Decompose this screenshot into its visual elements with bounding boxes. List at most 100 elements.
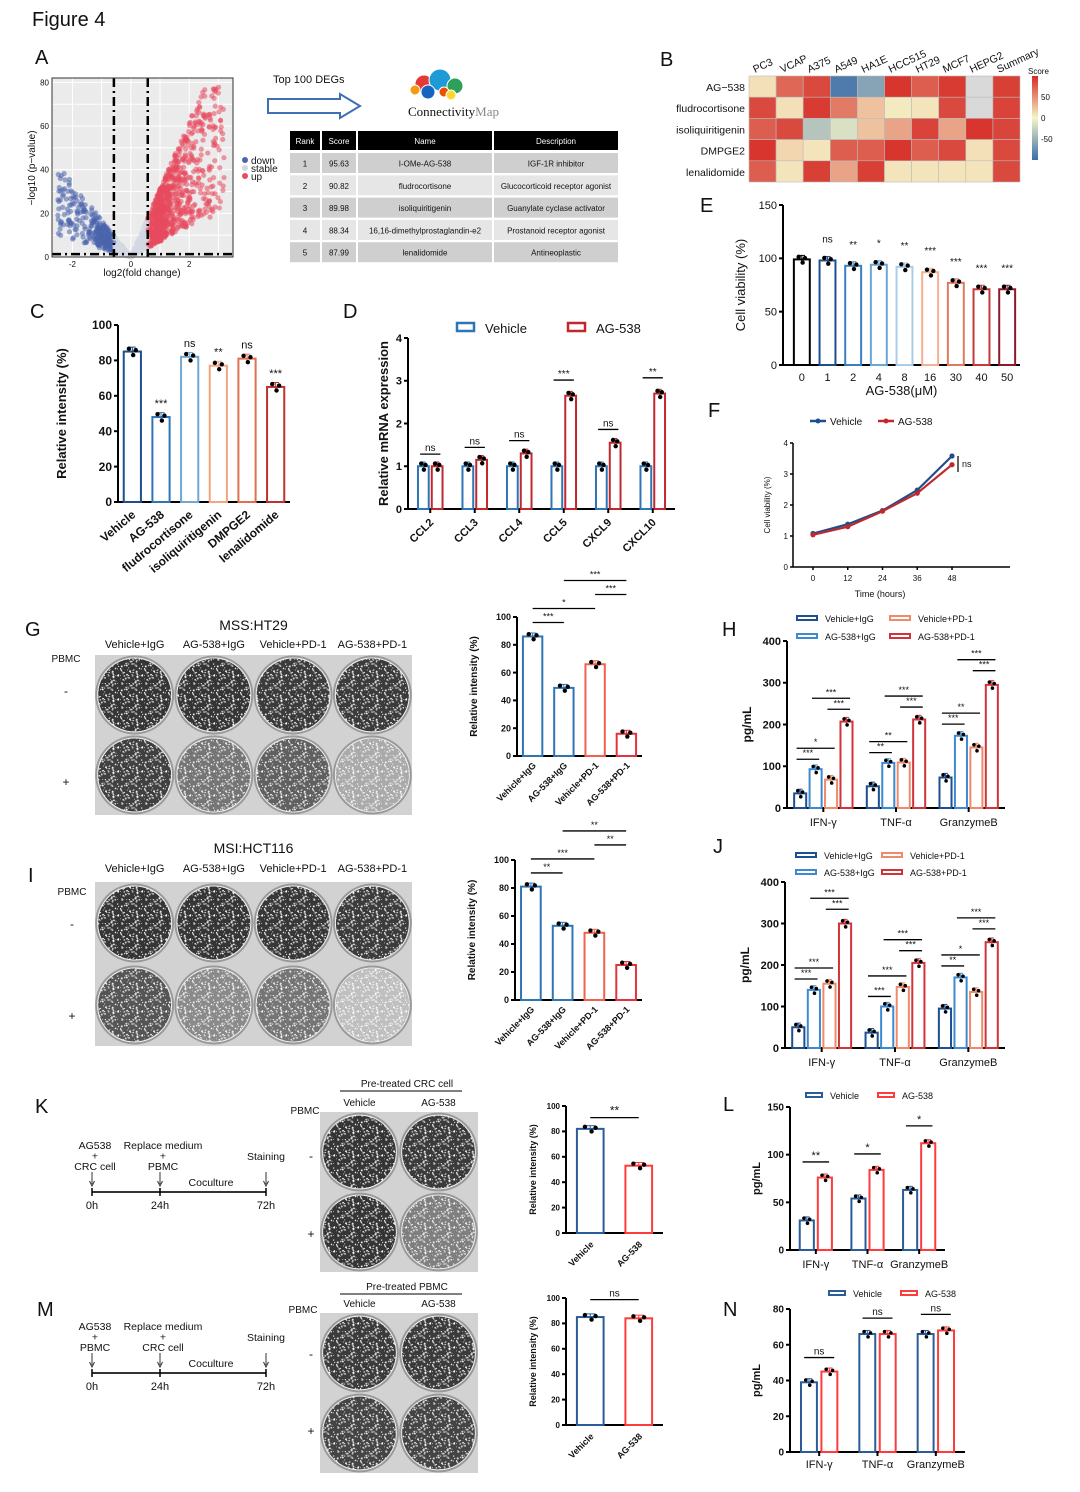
- table-cell-text: 90.82: [329, 182, 350, 191]
- timeline-step-label: +: [92, 1332, 98, 1344]
- data-point: [199, 168, 205, 174]
- plate-column-label: AG-538+IgG: [183, 639, 245, 651]
- data-point: [866, 1335, 870, 1339]
- plate-image-M: [320, 1313, 478, 1473]
- panel-label-C: C: [30, 301, 44, 323]
- well-clearing: [256, 738, 330, 812]
- y-tick-label: 20: [551, 1395, 560, 1404]
- y-tick-label: 150: [767, 1103, 784, 1114]
- data-point: [961, 974, 965, 978]
- bar: [902, 1188, 919, 1251]
- data-point: [206, 124, 212, 130]
- data-point: [209, 93, 215, 99]
- significance-label: **: [885, 731, 893, 741]
- plate-image-K: [320, 1112, 478, 1272]
- x-tick-label: GranzymeB: [907, 1459, 965, 1471]
- well: [323, 1316, 396, 1390]
- data-point: [210, 183, 216, 189]
- y-tick-label: 60: [499, 911, 509, 921]
- data-point: [162, 186, 168, 192]
- y-tick-label: 40: [551, 1178, 560, 1187]
- data-point: [982, 285, 987, 291]
- heatmap-cell: [965, 160, 994, 183]
- data-point: [88, 218, 94, 224]
- heatmap-cell: [938, 139, 967, 162]
- significance-label: ns: [962, 459, 972, 469]
- data-point: [193, 139, 199, 145]
- legend-marker: [883, 418, 889, 424]
- table-cell: [358, 242, 492, 263]
- data-point: [877, 265, 882, 271]
- y-tick-label: 20: [499, 967, 509, 977]
- data-point: [211, 110, 217, 117]
- data-point: [923, 1139, 928, 1143]
- panel-label-B: B: [660, 49, 673, 71]
- data-point: [71, 195, 77, 201]
- y-axis-label: pg/mL: [751, 1162, 763, 1195]
- colorbar: [1032, 76, 1038, 160]
- bar: [808, 768, 823, 809]
- data-point: [879, 508, 886, 514]
- bar: [998, 288, 1017, 366]
- data-point: [115, 246, 121, 252]
- data-point: [847, 718, 851, 723]
- data-point: [987, 937, 992, 942]
- y-axis-label: Relative intensity (%): [528, 1124, 538, 1215]
- plate-row-label: +: [307, 1424, 314, 1438]
- well: [177, 658, 251, 732]
- data-point: [172, 185, 178, 191]
- well-clearing: [98, 658, 172, 732]
- data-point: [66, 229, 73, 235]
- data-point: [93, 216, 100, 222]
- data-point: [212, 191, 218, 197]
- plate-header: Pre-treated PBMC: [366, 1282, 448, 1293]
- plate-image-I: [95, 882, 412, 1046]
- legend-label: Vehicle: [853, 1289, 882, 1299]
- well: [402, 1396, 475, 1470]
- bar: [850, 1197, 867, 1252]
- panel-M-chart: 0 20 40 60 80 100 Relative intensity (%) Vehicl…: [528, 1289, 663, 1461]
- x-tick-label: 24: [878, 574, 887, 583]
- data-point: [207, 177, 213, 183]
- heatmap-cell: [802, 160, 831, 183]
- legend-swatch: [796, 615, 818, 621]
- x-tick-label: IFN-γ: [806, 1459, 833, 1471]
- table-cell: [322, 219, 356, 240]
- heatmap-cell: [829, 118, 858, 140]
- x-axis-label: AG-538(μM): [866, 383, 938, 398]
- data-point: [481, 456, 486, 461]
- logo-text: ConnectivityMap: [408, 104, 499, 119]
- y-tick-label: 100: [763, 761, 781, 773]
- data-point: [159, 418, 165, 423]
- data-point: [467, 462, 473, 468]
- timeline-step-label: Staining: [247, 1332, 285, 1344]
- heatmap: AG−538 fludrocortisone isoliquiritigenin DM…: [676, 46, 1053, 183]
- y-tick-label: 40: [99, 424, 113, 438]
- heatmap-row-label: fludrocortisone: [676, 103, 745, 115]
- data-point: [189, 188, 195, 195]
- data-point: [645, 462, 651, 468]
- data-point: [814, 986, 819, 991]
- bar: [912, 718, 927, 809]
- data-point: [803, 1378, 808, 1382]
- arrow-icon: [267, 92, 362, 120]
- heatmap-cell: [938, 96, 967, 119]
- data-point: [166, 185, 173, 192]
- y-axis-label: Cell viability (%): [763, 476, 772, 533]
- table-header-cell: [322, 131, 356, 150]
- data-point: [904, 759, 908, 763]
- heatmap-cell: [829, 139, 858, 162]
- data-point: [477, 454, 482, 460]
- heatmap-column-label: PC3: [751, 56, 775, 76]
- legend-swatch: [889, 633, 911, 639]
- heatmap-cell: [829, 160, 858, 183]
- data-point: [212, 204, 218, 210]
- data-point: [188, 152, 195, 158]
- data-point: [903, 267, 908, 273]
- data-point: [947, 1327, 952, 1332]
- table-header: Description: [536, 137, 576, 146]
- data-point: [212, 158, 218, 164]
- plate-column-label: Vehicle: [343, 1299, 376, 1310]
- data-point: [156, 237, 162, 243]
- data-point: [215, 195, 221, 201]
